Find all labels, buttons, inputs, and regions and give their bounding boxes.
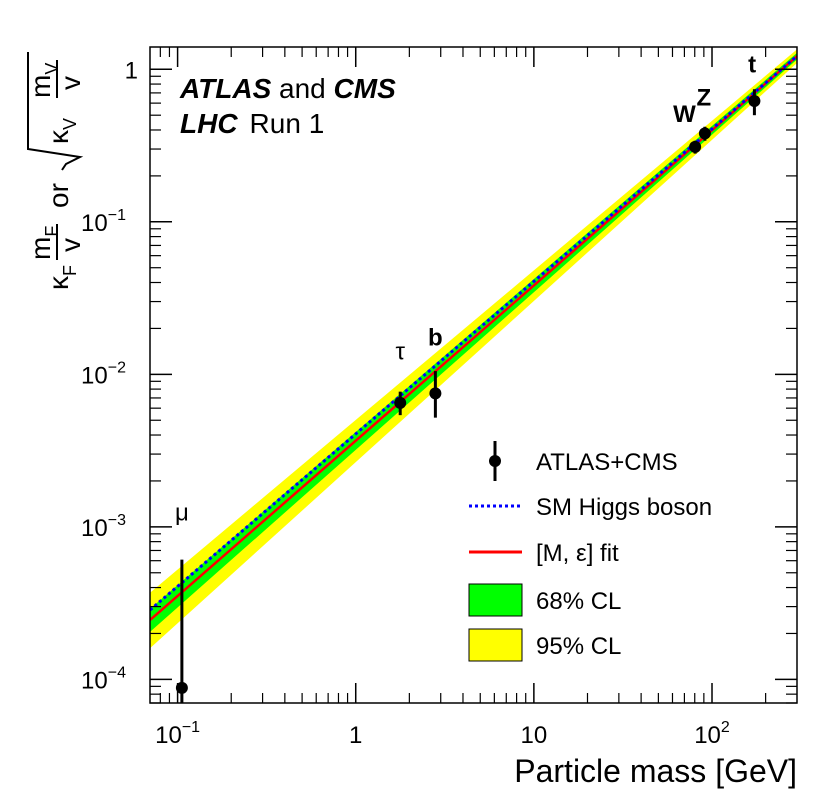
y-tick-label: 1 — [125, 57, 138, 84]
legend-label: 95% CL — [536, 633, 621, 660]
y-title-frac-f-num: mF — [25, 226, 62, 260]
y-title-frac-v-den: v — [55, 76, 86, 90]
y-tick-exponent: −1 — [108, 207, 126, 224]
legend-label: 68% CL — [536, 588, 621, 615]
data-points — [175, 89, 761, 703]
y-tick-label: 10−1 — [81, 207, 126, 237]
legend-label: [M, ε] fit — [536, 540, 619, 567]
data-point-t — [748, 94, 761, 107]
experiment-label-line1: ATLAS and CMS — [179, 73, 396, 104]
x-tick-exponent: −1 — [182, 719, 200, 736]
x-tick-base: 10 — [694, 722, 721, 749]
y-tick-base: 10 — [81, 515, 108, 542]
y-tick-label: 10−3 — [81, 512, 126, 542]
y-title-or: or — [43, 183, 74, 208]
x-tick-base: 10 — [155, 722, 182, 749]
particle-label-μ: μ — [175, 500, 189, 527]
experiment-atlas: ATLAS — [179, 73, 272, 104]
data-point-τ — [394, 396, 407, 409]
y-title-mv: m — [25, 75, 56, 98]
y-tick-exponent: −2 — [108, 359, 126, 376]
x-tick-base: 10 — [521, 722, 548, 749]
x-tick-label: 10 — [521, 722, 548, 749]
x-tick-label: 102 — [694, 719, 730, 749]
particle-label-b: b — [428, 324, 443, 351]
y-title-m: m — [25, 237, 56, 260]
legend-label: ATLAS+CMS — [536, 449, 678, 476]
y-title-kappa-f-sub: F — [60, 265, 80, 276]
y-tick-label: 10−2 — [81, 359, 126, 389]
experiment-label-line2: LHC Run 1 — [180, 108, 324, 139]
experiment-cms: CMS — [334, 73, 397, 104]
y-tick-base: 10 — [81, 362, 108, 389]
y-title-kappa-f-symbol: κ — [43, 275, 74, 290]
y-tick-exponent: −4 — [108, 664, 126, 681]
y-title-m-sub: F — [42, 226, 62, 237]
data-point-W — [689, 140, 702, 153]
x-axis-title: Particle mass [GeV] — [514, 753, 797, 789]
y-title-kappa-f: κF — [43, 265, 80, 290]
data-point-b — [429, 387, 442, 400]
legend: ATLAS+CMS SM Higgs boson [M, ε] fit 68% CL 9… — [468, 441, 712, 662]
experiment-and: and — [271, 73, 333, 104]
y-title-frac-f-den: v — [55, 238, 86, 252]
data-point-μ — [175, 681, 188, 694]
y-tick-exponent: −3 — [108, 512, 126, 529]
x-tick-label: 10−1 — [155, 719, 200, 749]
sm-higgs-line — [150, 54, 797, 612]
experiment-lhc: LHC — [180, 108, 238, 139]
data-point-Z — [698, 127, 711, 140]
x-tick-exponent: 2 — [721, 719, 730, 736]
particle-label-Z: Z — [697, 84, 712, 111]
particle-label-W: W — [673, 101, 696, 128]
y-title-mv-sub: V — [42, 63, 62, 75]
legend-marker-atlas-cms — [489, 455, 501, 467]
legend-marker-68-cl — [468, 583, 523, 617]
y-title-kappa-v-sub: V — [60, 118, 80, 130]
plot-area — [150, 49, 797, 649]
y-title-sqrt-sign — [27, 52, 84, 171]
legend-label: SM Higgs boson — [536, 494, 712, 521]
y-tick-label: 10−4 — [81, 664, 126, 694]
y-title-kappa-v: κV — [43, 118, 80, 144]
particle-label-τ: τ — [395, 339, 405, 366]
legend-marker-95-cl — [468, 628, 523, 662]
y-title-kappa-v-symbol: κ — [43, 129, 74, 144]
y-tick-base: 10 — [81, 667, 108, 694]
particle-label-t: t — [748, 52, 756, 79]
x-tick-base: 1 — [349, 722, 362, 749]
experiment-run: Run 1 — [250, 108, 325, 139]
y-tick-base: 1 — [125, 57, 138, 84]
x-tick-label: 1 — [349, 722, 362, 749]
y-tick-base: 10 — [81, 210, 108, 237]
